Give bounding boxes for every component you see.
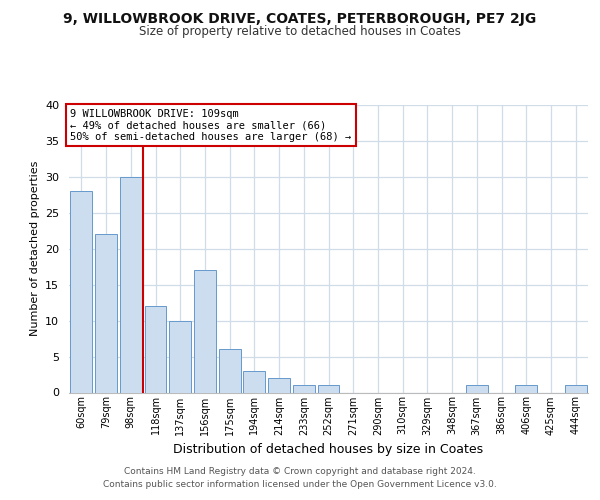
Y-axis label: Number of detached properties: Number of detached properties	[29, 161, 40, 336]
Bar	[268, 378, 290, 392]
Bar	[169, 320, 191, 392]
Text: Contains HM Land Registry data © Crown copyright and database right 2024.: Contains HM Land Registry data © Crown c…	[124, 467, 476, 476]
Bar	[95, 234, 117, 392]
Text: 9 WILLOWBROOK DRIVE: 109sqm
← 49% of detached houses are smaller (66)
50% of sem: 9 WILLOWBROOK DRIVE: 109sqm ← 49% of det…	[70, 108, 352, 142]
Bar	[466, 386, 488, 392]
Bar	[565, 386, 587, 392]
Bar	[120, 177, 142, 392]
X-axis label: Distribution of detached houses by size in Coates: Distribution of detached houses by size …	[173, 443, 484, 456]
Text: 9, WILLOWBROOK DRIVE, COATES, PETERBOROUGH, PE7 2JG: 9, WILLOWBROOK DRIVE, COATES, PETERBOROU…	[64, 12, 536, 26]
Bar	[70, 191, 92, 392]
Bar	[515, 386, 537, 392]
Bar	[194, 270, 216, 392]
Bar	[219, 350, 241, 393]
Bar	[145, 306, 166, 392]
Text: Contains public sector information licensed under the Open Government Licence v3: Contains public sector information licen…	[103, 480, 497, 489]
Bar	[244, 371, 265, 392]
Bar	[293, 386, 314, 392]
Text: Size of property relative to detached houses in Coates: Size of property relative to detached ho…	[139, 25, 461, 38]
Bar	[317, 386, 340, 392]
